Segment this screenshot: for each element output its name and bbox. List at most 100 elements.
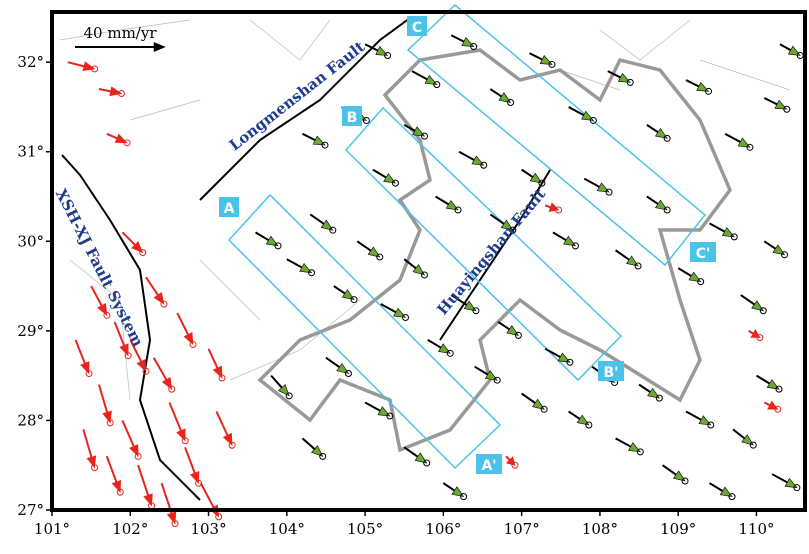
velocity-arrow (160, 482, 179, 528)
error-ellipse (285, 392, 293, 400)
error-ellipse (460, 493, 468, 501)
velocity-arrow (302, 132, 329, 149)
river-lines (59, 19, 791, 401)
velocity-arrow (646, 124, 671, 142)
arrow-head (596, 182, 610, 193)
arrow-head (277, 384, 290, 397)
velocity-arrow (544, 347, 574, 366)
error-ellipse (749, 441, 757, 449)
arrow-head (772, 244, 786, 256)
error-ellipse (321, 141, 329, 149)
arrow-shaft (709, 222, 726, 233)
arrow-shaft (544, 347, 561, 358)
velocity-arrow (325, 356, 352, 377)
y-tick-label: 31° (17, 143, 44, 161)
velocity-arrow (685, 79, 713, 95)
error-ellipse (402, 313, 410, 321)
arrow-head (548, 202, 560, 212)
x-tick-label: 107° (504, 520, 540, 538)
x-tick-label: 103° (190, 520, 226, 538)
error-ellipse (793, 484, 801, 492)
arrow-shaft (529, 52, 543, 61)
velocity-arrow (646, 195, 671, 214)
arrow-shaft (450, 34, 465, 43)
velocity-arrow (364, 43, 392, 59)
arrow-head (576, 414, 590, 426)
arrow-shaft (121, 420, 135, 447)
velocity-arrow (583, 177, 613, 196)
xsh-xj-fault-line (61, 154, 201, 501)
error-ellipse (626, 78, 634, 86)
arrow-head (102, 410, 112, 424)
error-ellipse (756, 334, 764, 342)
fault-label: XSH-XJ Fault System (52, 186, 147, 350)
error-ellipse (134, 452, 142, 460)
label-box (219, 197, 239, 217)
velocity-arrow (254, 231, 282, 250)
arrow-shaft (685, 79, 700, 88)
arrow-head (721, 227, 735, 238)
velocity-arrow (724, 132, 754, 151)
arrow-head (647, 387, 660, 399)
x-tick-label: 105° (347, 520, 383, 538)
arrow-shaft (106, 132, 118, 140)
error-ellipse (189, 340, 197, 348)
label-box (342, 106, 362, 126)
velocity-arrow (113, 321, 132, 360)
arrow-shaft (489, 213, 505, 225)
velocity-arrow (152, 357, 176, 393)
error-ellipse (707, 421, 715, 429)
profile-label: B (347, 110, 358, 126)
error-ellipse (423, 459, 431, 467)
arrow-shaft (90, 285, 103, 307)
error-ellipse (308, 269, 316, 277)
arrow-shaft (168, 402, 182, 431)
x-tick-label: 101° (34, 520, 70, 538)
arrow-shaft (286, 258, 303, 269)
error-ellipse (139, 249, 147, 257)
arrow-shaft (302, 132, 316, 142)
velocity-arrow (708, 482, 736, 501)
velocity-arrow (176, 312, 197, 348)
velocity-arrow (740, 294, 767, 315)
arrow-head (628, 442, 642, 453)
velocity-arrow (497, 321, 522, 339)
arrow-shaft (435, 195, 450, 206)
velocity-arrow (568, 410, 593, 429)
arrow-head (654, 127, 668, 139)
error-ellipse (103, 311, 111, 319)
error-ellipse (730, 233, 738, 241)
error-ellipse (514, 331, 522, 339)
error-ellipse (91, 65, 99, 73)
arrow-shaft (184, 446, 196, 474)
velocity-arrow (544, 202, 563, 214)
x-tick-label: 102° (112, 520, 148, 538)
error-ellipse (470, 43, 478, 51)
velocity-arrow (661, 464, 689, 485)
error-ellipse (319, 452, 327, 460)
y-tick-label: 30° (17, 232, 44, 250)
arrow-shaft (724, 132, 741, 143)
error-ellipse (566, 358, 574, 366)
arrow-shaft (763, 401, 771, 407)
arrow-shaft (474, 365, 489, 376)
velocity-arrow (121, 420, 142, 460)
arrow-shaft (505, 455, 511, 461)
arrow-head (774, 99, 788, 110)
error-ellipse (783, 105, 791, 113)
map-frame (50, 10, 807, 512)
arrow-shaft (771, 473, 788, 484)
error-ellipse (376, 253, 384, 261)
velocity-arrow (356, 240, 384, 261)
velocity-arrow (301, 437, 327, 460)
velocity-arrow (450, 294, 480, 315)
velocity-arrow (521, 168, 546, 187)
arrow-shaft (207, 348, 219, 369)
arrow-shaft (121, 231, 136, 246)
arrow-head (539, 54, 553, 65)
background-lines (59, 19, 791, 401)
velocity-arrow (309, 213, 337, 234)
velocity-arrow (106, 132, 131, 147)
velocity-arrow (779, 43, 804, 59)
arrow-shaft (301, 437, 316, 450)
